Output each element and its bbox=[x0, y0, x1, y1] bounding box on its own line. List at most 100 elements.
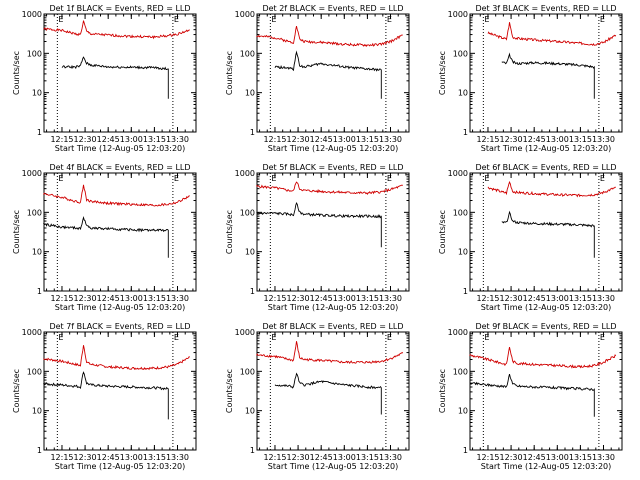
y-tick-label: 1 bbox=[250, 446, 255, 455]
x-tick-label: 12:45 bbox=[97, 453, 120, 462]
chart-panel: Det 8f BLACK = Events, RED = LLD 1 10 100 10… bbox=[225, 322, 410, 471]
chart-title: Det 4f BLACK = Events, RED = LLD bbox=[49, 163, 190, 172]
y-tick-label: 1 bbox=[463, 446, 468, 455]
plot-frame bbox=[469, 172, 623, 292]
y-tick-label: 1000 bbox=[448, 10, 468, 19]
chart-panel: Det 4f BLACK = Events, RED = LLD 1 10 100 10… bbox=[12, 163, 197, 312]
x-tick-label: 12:30 bbox=[74, 453, 97, 462]
events-series-line bbox=[61, 56, 169, 99]
y-tick-label: 1000 bbox=[22, 169, 42, 178]
y-tick-label: 10 bbox=[245, 248, 255, 257]
x-tick-label: 12:15 bbox=[263, 294, 286, 303]
time-marker-label: E bbox=[600, 174, 605, 183]
lld-series-line bbox=[487, 180, 616, 198]
plot-frame bbox=[43, 13, 197, 133]
lld-series-line bbox=[43, 20, 190, 40]
y-tick-label: 100 bbox=[453, 49, 468, 58]
chart-title: Det 5f BLACK = Events, RED = LLD bbox=[262, 163, 403, 172]
x-axis-label: Start Time (12-Aug-05 12:03:20) bbox=[481, 303, 612, 312]
x-tick-label: 12:15 bbox=[476, 453, 499, 462]
y-tick-label: 10 bbox=[458, 407, 468, 416]
x-tick-label: 13:15 bbox=[569, 453, 592, 462]
x-tick-label: 13:00 bbox=[333, 294, 356, 303]
x-tick-label: 12:30 bbox=[500, 294, 523, 303]
time-marker-label: E bbox=[271, 333, 276, 342]
time-marker-label: E bbox=[600, 15, 605, 24]
plot-frame bbox=[43, 172, 197, 292]
time-marker-label: E bbox=[271, 15, 276, 24]
chart-panel: Det 7f BLACK = Events, RED = LLD 1 10 100 10… bbox=[12, 322, 197, 471]
y-tick-label: 100 bbox=[240, 208, 255, 217]
y-tick-label: 10 bbox=[245, 89, 255, 98]
y-tick-label: 1 bbox=[250, 128, 255, 137]
time-marker-label: E bbox=[58, 15, 63, 24]
x-tick-label: 13:30 bbox=[166, 453, 189, 462]
lld-series-line bbox=[256, 26, 403, 47]
y-tick-label: 100 bbox=[27, 367, 42, 376]
y-tick-label: 100 bbox=[453, 367, 468, 376]
chart-panel: Det 2f BLACK = Events, RED = LLD 1 10 100 10… bbox=[225, 4, 410, 153]
chart-panel: Det 6f BLACK = Events, RED = LLD 1 10 100 10… bbox=[438, 163, 623, 312]
x-tick-label: 12:30 bbox=[287, 294, 310, 303]
x-tick-label: 12:15 bbox=[50, 294, 73, 303]
events-series-line bbox=[501, 210, 595, 258]
y-tick-label: 1 bbox=[37, 128, 42, 137]
lld-series-line bbox=[43, 184, 190, 207]
x-tick-label: 12:30 bbox=[74, 135, 97, 144]
y-tick-label: 100 bbox=[453, 208, 468, 217]
chart-title: Det 9f BLACK = Events, RED = LLD bbox=[475, 322, 616, 331]
x-tick-label: 13:30 bbox=[166, 135, 189, 144]
time-marker-label: E bbox=[387, 333, 392, 342]
time-marker-label: E bbox=[484, 333, 489, 342]
x-tick-label: 13:00 bbox=[120, 135, 143, 144]
x-tick-label: 13:15 bbox=[143, 135, 166, 144]
y-tick-label: 10 bbox=[245, 407, 255, 416]
y-tick-label: 1 bbox=[250, 287, 255, 296]
time-marker-label: E bbox=[174, 333, 179, 342]
y-tick-label: 10 bbox=[32, 89, 42, 98]
y-tick-label: 1 bbox=[463, 287, 468, 296]
plot-frame bbox=[256, 331, 410, 451]
y-tick-label: 100 bbox=[240, 367, 255, 376]
plot-frame bbox=[43, 331, 197, 451]
plot-frame bbox=[469, 331, 623, 451]
x-tick-label: 13:00 bbox=[546, 453, 569, 462]
x-tick-label: 12:15 bbox=[50, 135, 73, 144]
x-axis-label: Start Time (12-Aug-05 12:03:20) bbox=[481, 462, 612, 471]
events-series-line bbox=[256, 202, 382, 248]
y-tick-label: 100 bbox=[240, 49, 255, 58]
x-tick-label: 12:45 bbox=[310, 453, 333, 462]
x-tick-label: 12:30 bbox=[74, 294, 97, 303]
y-tick-label: 1 bbox=[463, 128, 468, 137]
x-tick-label: 13:15 bbox=[356, 135, 379, 144]
time-marker-label: E bbox=[58, 333, 63, 342]
x-axis-label: Start Time (12-Aug-05 12:03:20) bbox=[268, 462, 399, 471]
chart-panel: Det 5f BLACK = Events, RED = LLD 1 10 100 10… bbox=[225, 163, 410, 312]
y-axis-label: Counts/sec bbox=[12, 210, 21, 254]
x-axis-label: Start Time (12-Aug-05 12:03:20) bbox=[481, 144, 612, 153]
x-tick-label: 13:00 bbox=[120, 294, 143, 303]
plot-frame bbox=[256, 172, 410, 292]
x-axis-label: Start Time (12-Aug-05 12:03:20) bbox=[268, 303, 399, 312]
x-tick-label: 13:00 bbox=[546, 294, 569, 303]
y-axis-label: Counts/sec bbox=[225, 51, 234, 95]
chart-title: Det 2f BLACK = Events, RED = LLD bbox=[262, 4, 403, 13]
plot-frame bbox=[469, 13, 623, 133]
y-tick-label: 100 bbox=[27, 208, 42, 217]
chart-title: Det 7f BLACK = Events, RED = LLD bbox=[49, 322, 190, 331]
events-series-line bbox=[274, 372, 382, 415]
y-tick-label: 10 bbox=[458, 89, 468, 98]
x-tick-label: 12:15 bbox=[50, 453, 73, 462]
plot-frame bbox=[256, 13, 410, 133]
y-tick-label: 1000 bbox=[235, 10, 255, 19]
y-tick-label: 10 bbox=[458, 248, 468, 257]
x-tick-label: 12:45 bbox=[97, 135, 120, 144]
lld-series-line bbox=[256, 341, 404, 365]
x-tick-label: 12:45 bbox=[310, 294, 333, 303]
y-axis-label: Counts/sec bbox=[438, 210, 447, 254]
x-tick-label: 12:30 bbox=[287, 453, 310, 462]
y-axis-label: Counts/sec bbox=[438, 369, 447, 413]
x-tick-label: 12:30 bbox=[500, 135, 523, 144]
time-marker-label: E bbox=[174, 15, 179, 24]
